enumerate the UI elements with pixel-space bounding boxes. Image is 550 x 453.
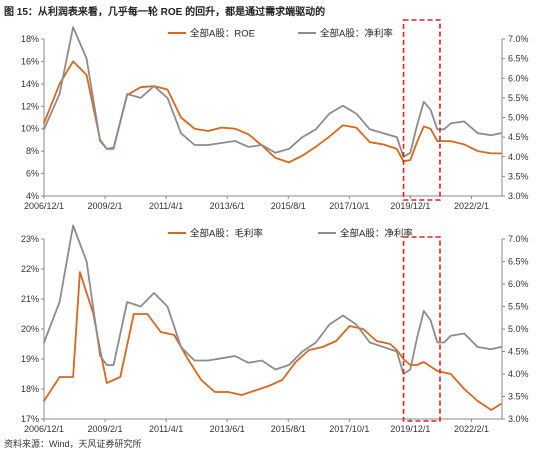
right-tick-label: 3.0% xyxy=(508,191,529,201)
right-tick-label: 6.5% xyxy=(508,257,529,267)
left-tick-label: 8% xyxy=(26,146,39,156)
x-tick-label: 2022/2/1 xyxy=(454,424,489,434)
x-tick-label: 2019/12/1 xyxy=(390,201,430,211)
left-tick-label: 20% xyxy=(21,324,39,334)
right-tick-label: 7.0% xyxy=(508,34,529,44)
right-tick-label: 3.5% xyxy=(508,171,529,181)
right-tick-label: 4.5% xyxy=(508,347,529,357)
series-line-left-axis xyxy=(43,271,502,411)
right-tick-label: 4.0% xyxy=(508,152,529,162)
x-tick-label: 2006/12/1 xyxy=(24,201,64,211)
right-tick-label: 3.0% xyxy=(508,414,529,424)
highlight-box xyxy=(402,236,441,422)
x-tick-label: 2022/2/1 xyxy=(454,201,489,211)
series-line-right-axis xyxy=(43,224,502,375)
x-tick-label: 2011/4/1 xyxy=(149,424,183,434)
right-tick-label: 5.5% xyxy=(508,302,529,312)
right-tick-label: 5.0% xyxy=(508,113,529,123)
x-tick-label: 2013/6/1 xyxy=(210,201,245,211)
left-tick-label: 19% xyxy=(21,354,39,364)
x-tick-label: 2009/2/1 xyxy=(88,424,123,434)
right-tick-label: 7.0% xyxy=(508,234,529,244)
left-tick-label: 4% xyxy=(26,191,39,201)
series-line-right-axis xyxy=(43,26,502,158)
x-tick-label: 2019/12/1 xyxy=(390,424,430,434)
right-tick-label: 4.0% xyxy=(508,369,529,379)
left-tick-label: 18% xyxy=(21,34,39,44)
left-tick-label: 23% xyxy=(21,234,39,244)
right-tick-label: 4.5% xyxy=(508,132,529,142)
x-tick-label: 2006/12/1 xyxy=(24,424,64,434)
legend-label: 全部A股：净利率 xyxy=(320,28,393,40)
left-tick-label: 21% xyxy=(21,294,39,304)
legend-label: 全部A股：ROE xyxy=(190,28,255,40)
source-note: 资料来源：Wind，天风证券研究所 xyxy=(4,439,142,449)
right-tick-label: 5.5% xyxy=(508,93,529,103)
x-tick-label: 2015/8/1 xyxy=(271,201,306,211)
right-tick-label: 3.5% xyxy=(508,392,529,402)
right-tick-label: 6.5% xyxy=(508,54,529,64)
x-tick-label: 2009/2/1 xyxy=(88,201,123,211)
left-tick-label: 17% xyxy=(21,414,39,424)
left-tick-label: 22% xyxy=(21,264,39,274)
left-tick-label: 18% xyxy=(21,384,39,394)
right-tick-label: 5.0% xyxy=(508,324,529,334)
x-tick-label: 2017/10/1 xyxy=(329,201,369,211)
x-tick-label: 2017/10/1 xyxy=(329,424,369,434)
left-tick-label: 14% xyxy=(21,79,39,89)
legend-label: 全部A股：毛利率 xyxy=(190,228,263,240)
x-tick-label: 2015/8/1 xyxy=(271,424,306,434)
left-tick-label: 6% xyxy=(26,169,39,179)
x-tick-label: 2013/6/1 xyxy=(210,424,245,434)
legend-label: 全部A股：净利率 xyxy=(340,228,413,240)
figure-title: 图 15：从利润表来看，几乎每一轮 ROE 的回升，都是通过需求端驱动的 xyxy=(4,7,326,18)
highlight-box xyxy=(402,19,441,201)
left-tick-label: 10% xyxy=(21,124,39,134)
right-tick-label: 6.0% xyxy=(508,279,529,289)
right-tick-label: 6.0% xyxy=(508,73,529,83)
left-tick-label: 16% xyxy=(21,56,39,66)
left-tick-label: 12% xyxy=(21,101,39,111)
x-tick-label: 2011/4/1 xyxy=(149,201,183,211)
